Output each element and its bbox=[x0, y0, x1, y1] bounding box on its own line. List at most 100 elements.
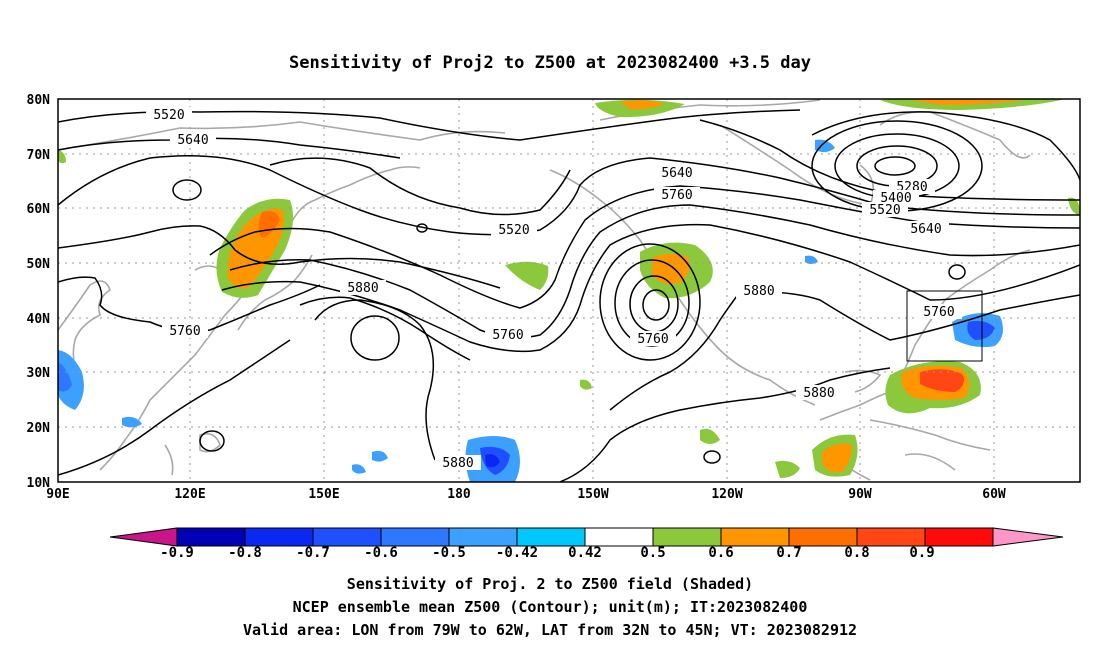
lon-tick-label: 150E bbox=[308, 487, 339, 502]
contour-label: 5640 bbox=[910, 222, 941, 237]
contour-label: 5760 bbox=[637, 332, 668, 347]
shade-negative-us-east-core bbox=[967, 320, 995, 340]
shade-positive-us-east-max bbox=[920, 369, 964, 392]
colorbar-tick-label: -0.8 bbox=[228, 545, 262, 561]
contour-label: 5640 bbox=[661, 166, 692, 181]
shade-positive-small-2 bbox=[700, 428, 720, 444]
colorbar-end-right bbox=[992, 527, 1064, 547]
contour-5880-mid bbox=[299, 296, 471, 361]
lat-lon-grid bbox=[58, 99, 1080, 482]
contour-high-mid-pacific bbox=[350, 315, 400, 361]
colorbar-box bbox=[652, 527, 722, 547]
contour-label: 5880 bbox=[347, 281, 378, 296]
lat-tick-label: 50N bbox=[27, 257, 51, 272]
colorbar-box bbox=[312, 527, 382, 547]
contour-5760-mid-2 bbox=[221, 223, 1080, 353]
colorbar-end-left bbox=[109, 527, 178, 547]
caption-contour: NCEP ensemble mean Z500 (Contour); unit(… bbox=[293, 598, 808, 616]
contour-small-1 bbox=[416, 223, 428, 233]
colorbar-box bbox=[448, 527, 518, 547]
colorbar-tick-label: 0.5 bbox=[640, 545, 665, 561]
figure-title: Sensitivity of Proj2 to Z500 at 20230824… bbox=[289, 53, 811, 73]
contour-5760-mid bbox=[229, 204, 1080, 339]
lon-tick-label: 180 bbox=[447, 487, 471, 502]
contour-5640-north bbox=[58, 137, 401, 159]
colorbar-tick-label: 0.9 bbox=[909, 545, 934, 561]
contour-label: 5640 bbox=[177, 133, 208, 148]
contour-main-trough bbox=[58, 155, 1080, 236]
contour-arctic-low-6 bbox=[699, 119, 1080, 201]
colorbar-tick-label: 0.7 bbox=[776, 545, 801, 561]
contour-low-npac-outer bbox=[599, 243, 701, 361]
shade-negative-west-edge bbox=[58, 350, 84, 410]
shade-positive-east-asia-max bbox=[258, 211, 280, 238]
colorbar-box bbox=[380, 527, 450, 547]
lon-tick-label: 150W bbox=[577, 487, 608, 502]
valid-area-box bbox=[906, 290, 983, 362]
lat-tick-label: 20N bbox=[27, 421, 51, 436]
contour-label: 5760 bbox=[661, 188, 692, 203]
contour-label: 5520 bbox=[869, 203, 900, 218]
contour-small-2 bbox=[948, 264, 966, 280]
contour-arctic-low-4 bbox=[874, 156, 916, 176]
lat-tick-label: 40N bbox=[27, 312, 51, 327]
lon-tick-label: 120W bbox=[711, 487, 742, 502]
contour-label: 5880 bbox=[442, 456, 473, 471]
lat-tick-label: 80N bbox=[27, 93, 51, 108]
contour-5760-southwest bbox=[58, 276, 321, 333]
contour-5760-west bbox=[58, 225, 501, 289]
lon-tick-label: 90W bbox=[848, 487, 872, 502]
map-plot-area: 5520 5640 5760 5880 5520 5640 5760 5760 … bbox=[58, 99, 1080, 482]
shade-positive-small-1 bbox=[775, 460, 800, 478]
lon-tick-label: 60W bbox=[982, 487, 1006, 502]
shade-negative-west-edge-core bbox=[58, 362, 72, 392]
contour-labels: 5520 5640 5760 5880 5520 5640 5760 5760 … bbox=[146, 107, 962, 471]
colorbar-tick-label: -0.7 bbox=[296, 545, 330, 561]
contour-label: 5760 bbox=[492, 328, 523, 343]
colorbar-box bbox=[856, 527, 926, 547]
colorbar-box bbox=[516, 527, 586, 547]
lat-tick-label: 10N bbox=[27, 476, 51, 491]
x-axis: 90E 120E 150E 180 150W 120W 90W 60W bbox=[46, 487, 1006, 502]
colorbar-tick-label: 0.42 bbox=[568, 545, 602, 561]
shade-positive-small-5 bbox=[1068, 197, 1080, 215]
lat-tick-label: 60N bbox=[27, 202, 51, 217]
lon-tick-label: 90E bbox=[46, 487, 69, 502]
shade-positive-small-4 bbox=[58, 150, 66, 164]
colorbar-box bbox=[924, 527, 994, 547]
colorbar-tick-label: -0.42 bbox=[496, 545, 538, 561]
contour-label: 5760 bbox=[169, 324, 200, 339]
lat-tick-label: 70N bbox=[27, 148, 51, 163]
contour-label: 5520 bbox=[153, 108, 184, 123]
contour-low-asia bbox=[172, 179, 202, 201]
shade-positive-arctic-1-core bbox=[620, 100, 665, 110]
plot-frame bbox=[57, 98, 1081, 483]
contour-low-npac-core bbox=[642, 289, 670, 321]
colorbar-box bbox=[720, 527, 790, 547]
colorbar bbox=[109, 527, 1064, 547]
contour-label: 5880 bbox=[743, 284, 774, 299]
contour-5520-mid bbox=[269, 157, 571, 216]
shade-negative-small-4 bbox=[372, 450, 388, 462]
contour-5880-southeast bbox=[559, 367, 891, 482]
colorbar-box bbox=[176, 527, 246, 547]
colorbar-tick-label: -0.5 bbox=[432, 545, 466, 561]
contour-small-3 bbox=[703, 450, 721, 464]
contour-5880-east bbox=[609, 290, 1080, 411]
contour-small-4 bbox=[199, 430, 225, 452]
contour-5880-southwest bbox=[58, 339, 291, 476]
shade-negative-small-3 bbox=[122, 416, 142, 428]
colorbar-labels: -0.9 -0.8 -0.7 -0.6 -0.5 -0.42 0.42 0.5 … bbox=[160, 545, 935, 561]
colorbar-tick-label: 0.8 bbox=[844, 545, 869, 561]
y-axis: 80N 70N 60N 50N 40N 30N 20N 10N bbox=[27, 93, 51, 491]
contour-5880-central bbox=[314, 299, 436, 461]
contour-arctic-low-5 bbox=[811, 111, 1080, 181]
caption-valid-area: Valid area: LON from 79W to 62W, LAT fro… bbox=[243, 621, 857, 639]
lat-tick-label: 30N bbox=[27, 366, 51, 381]
shade-negative-small-5 bbox=[352, 464, 366, 474]
colorbar-tick-label: -0.6 bbox=[364, 545, 398, 561]
contour-label: 5760 bbox=[923, 305, 954, 320]
lon-tick-label: 120E bbox=[174, 487, 205, 502]
contour-label: 5520 bbox=[498, 223, 529, 238]
